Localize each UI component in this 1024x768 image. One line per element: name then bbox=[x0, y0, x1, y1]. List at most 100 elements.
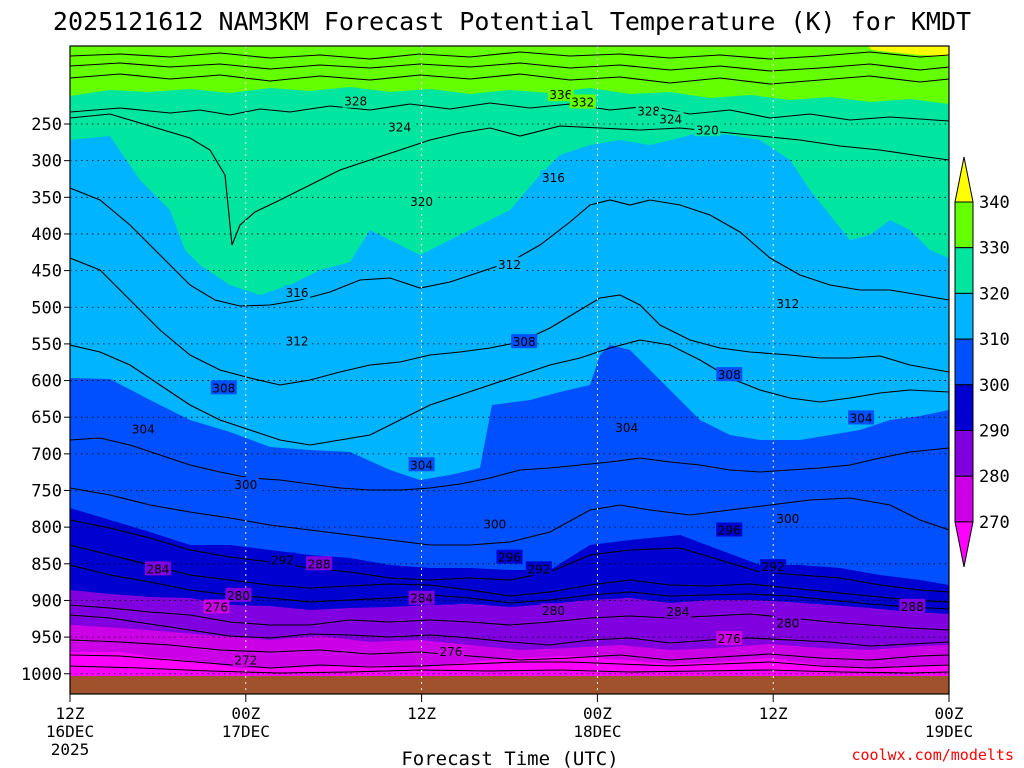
contour-label-bg bbox=[774, 296, 801, 311]
colorbar-label: 310 bbox=[979, 330, 1010, 350]
y-tick-label: 600 bbox=[31, 372, 62, 392]
contour-label: 272 bbox=[234, 653, 257, 667]
contour-label-bg bbox=[774, 510, 801, 525]
colorbar-bottom-arrow bbox=[954, 521, 974, 567]
colorbar-label: 270 bbox=[979, 513, 1010, 533]
contour-label: 304 bbox=[850, 411, 873, 425]
contour-line bbox=[70, 62, 949, 72]
x-tick-date: 19DEC bbox=[925, 722, 973, 741]
contour-label: 280 bbox=[542, 604, 565, 618]
y-tick-label: 650 bbox=[31, 408, 62, 428]
plot-border bbox=[69, 45, 950, 695]
contour-label-bg bbox=[144, 561, 171, 576]
contour-label: 332 bbox=[571, 95, 594, 109]
contour-label-bg bbox=[716, 522, 743, 537]
y-tick-label: 750 bbox=[31, 482, 62, 502]
contour-line bbox=[70, 665, 949, 674]
contour-label: 316 bbox=[286, 286, 309, 300]
contour-label-bg bbox=[496, 257, 523, 272]
contour-line bbox=[70, 187, 949, 307]
contour-label-bg bbox=[569, 94, 596, 109]
contour-label-bg bbox=[496, 549, 523, 564]
contour-label-bg bbox=[225, 587, 252, 602]
y-tick-label: 800 bbox=[31, 518, 62, 538]
contour-label: 280 bbox=[227, 589, 250, 603]
y-tick-label: 950 bbox=[31, 628, 62, 648]
colorbar-label: 280 bbox=[979, 467, 1010, 487]
contour-label-bg bbox=[437, 644, 464, 659]
colorbar-label: 340 bbox=[979, 193, 1010, 213]
contour-label-bg bbox=[232, 477, 259, 492]
contour-label-bg bbox=[664, 603, 691, 618]
contour-label-bg bbox=[210, 380, 237, 395]
y-tick-label: 300 bbox=[31, 152, 62, 172]
contour-label-bg bbox=[547, 87, 574, 102]
contour-label: 336 bbox=[549, 88, 572, 102]
contour-label: 276 bbox=[205, 601, 228, 615]
contour-label: 304 bbox=[615, 421, 638, 435]
contour-label-bg bbox=[635, 103, 662, 118]
colorbar-swatch bbox=[954, 338, 974, 386]
contour-label-bg bbox=[306, 556, 333, 571]
contour-label: 276 bbox=[718, 632, 741, 646]
contour-label: 300 bbox=[776, 512, 799, 526]
x-tick-label: 12Z bbox=[407, 704, 436, 723]
contour-label: 320 bbox=[410, 195, 433, 209]
band-below-270 bbox=[70, 652, 949, 676]
x-tick-date: 17DEC bbox=[222, 722, 270, 741]
x-tick-year: 2025 bbox=[51, 740, 90, 759]
y-tick-label: 500 bbox=[31, 298, 62, 318]
contour-line bbox=[70, 519, 949, 593]
contour-line bbox=[70, 544, 949, 603]
colorbar-swatch bbox=[954, 247, 974, 294]
contour-label: 312 bbox=[776, 297, 799, 311]
color-fill-bands bbox=[70, 46, 949, 676]
contour-line bbox=[70, 564, 949, 610]
contour-label: 320 bbox=[696, 123, 719, 137]
chart-title: 2025121612 NAM3KM Forecast Potential Tem… bbox=[53, 7, 971, 36]
colorbar-swatch bbox=[954, 292, 974, 340]
contour-label-bg bbox=[203, 599, 230, 614]
colorbar-legend: 340 330 320 310 300 290 280 270 bbox=[954, 156, 1010, 567]
y-tick-label: 1000 bbox=[21, 665, 62, 685]
contour-label: 292 bbox=[271, 554, 294, 568]
contour-line bbox=[70, 102, 949, 122]
contour-label-bg bbox=[525, 561, 552, 576]
contour-label: 288 bbox=[308, 557, 331, 571]
contour-label: 316 bbox=[542, 171, 565, 185]
contour-label: 312 bbox=[286, 334, 309, 348]
contour-line bbox=[70, 487, 949, 546]
y-tick-label: 400 bbox=[31, 225, 62, 245]
contour-line bbox=[70, 654, 949, 669]
y-tick-label: 550 bbox=[31, 335, 62, 355]
y-tick-label: 700 bbox=[31, 445, 62, 465]
credit-text: coolwx.com/modelts bbox=[851, 746, 1014, 764]
contour-label: 304 bbox=[132, 422, 155, 436]
contour-label-bg bbox=[774, 615, 801, 630]
x-axis-label: Forecast Time (UTC) bbox=[401, 748, 618, 768]
contour-line bbox=[70, 339, 949, 446]
contour-label-bg bbox=[408, 194, 435, 209]
contour-label: 296 bbox=[498, 551, 521, 565]
colorbar-swatch bbox=[954, 475, 974, 523]
contour-label: 292 bbox=[762, 560, 785, 574]
contour-label-bg bbox=[657, 111, 684, 126]
contour-label-bg bbox=[760, 559, 787, 574]
contour-label: 328 bbox=[344, 95, 367, 109]
contour-label: 284 bbox=[410, 592, 433, 606]
contour-line bbox=[70, 614, 949, 647]
colorbar-label: 320 bbox=[979, 284, 1010, 304]
contour-label: 284 bbox=[667, 605, 690, 619]
x-tick-label: 12Z bbox=[759, 704, 788, 723]
contour-label: 296 bbox=[718, 524, 741, 538]
contour-label: 288 bbox=[901, 600, 924, 614]
contour-label-bg bbox=[716, 631, 743, 646]
contour-label-bg bbox=[408, 457, 435, 472]
contour-line bbox=[70, 604, 949, 631]
contour-label-bg bbox=[386, 119, 413, 134]
contour-label-bg bbox=[269, 552, 296, 567]
